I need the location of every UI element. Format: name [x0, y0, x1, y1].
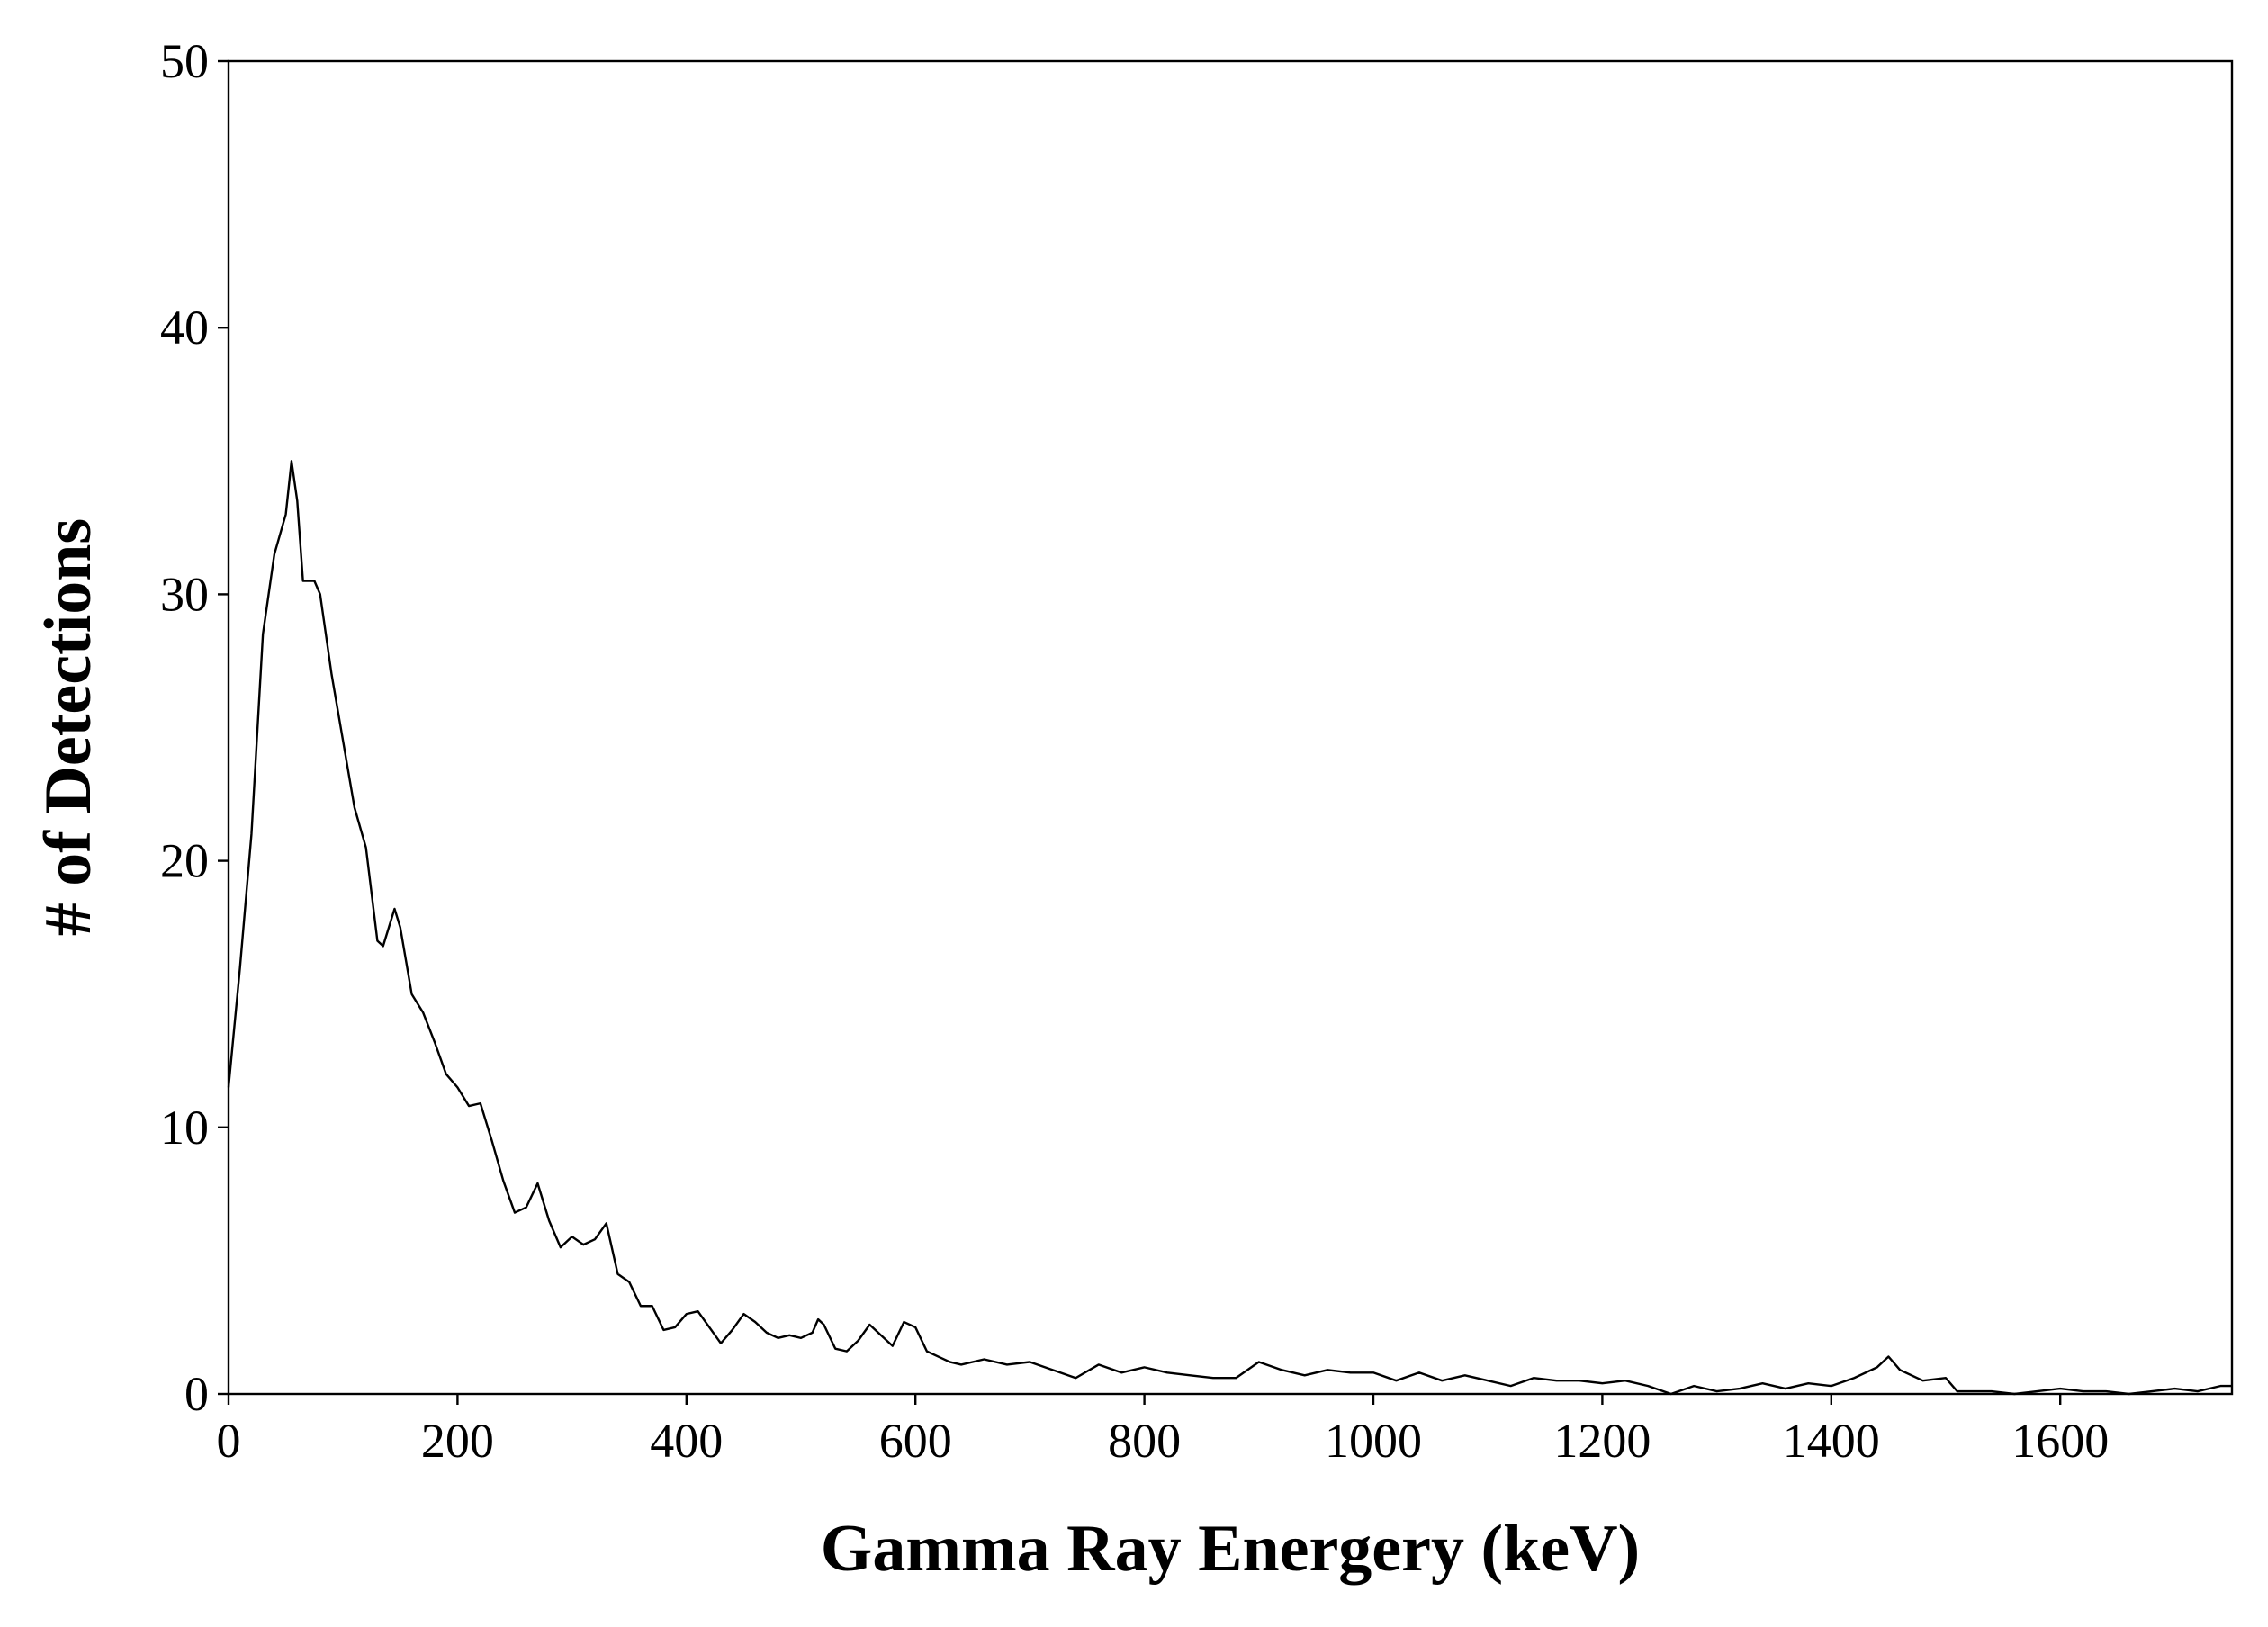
y-tick-label: 20 [160, 834, 209, 888]
y-tick-label: 40 [160, 301, 209, 355]
y-axis-label: # of Detections [32, 518, 105, 936]
x-tick-label: 400 [650, 1414, 723, 1468]
x-tick-label: 1000 [1325, 1414, 1422, 1468]
y-tick-label: 0 [184, 1367, 209, 1421]
y-tick-label: 30 [160, 567, 209, 621]
x-axis-label: Gamma Ray Energery (keV) [821, 1512, 1640, 1586]
y-tick-label: 10 [160, 1101, 209, 1155]
plot-frame [227, 59, 2234, 1396]
x-tick-label: 600 [879, 1414, 952, 1468]
y-tick-label: 50 [160, 34, 209, 88]
x-tick-label: 1600 [2012, 1414, 2109, 1468]
x-tick-label: 0 [217, 1414, 241, 1468]
x-tick-label: 1200 [1553, 1414, 1651, 1468]
x-tick-label: 1400 [1783, 1414, 1880, 1468]
x-tick-label: 800 [1108, 1414, 1181, 1468]
x-tick-label: 200 [421, 1414, 494, 1468]
data-line [227, 460, 2232, 1396]
